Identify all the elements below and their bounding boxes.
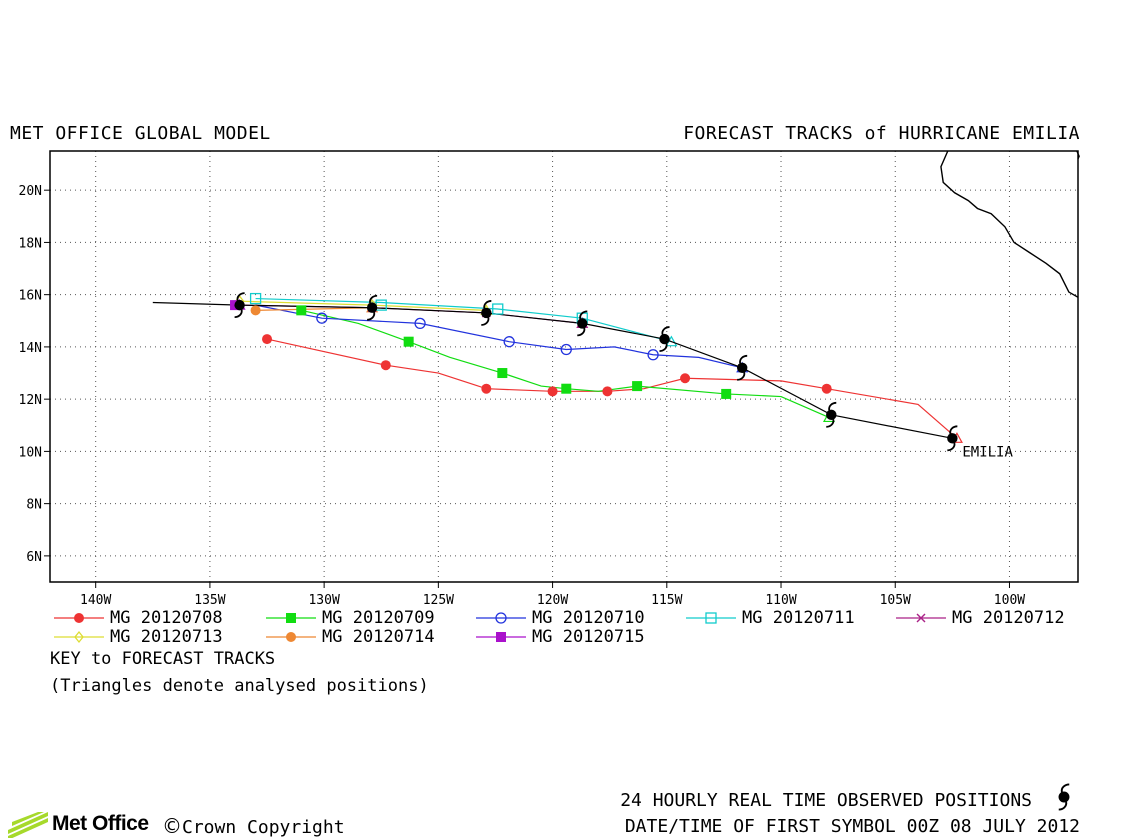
forecast-marker <box>721 388 732 399</box>
key-note: (Triangles denote analysed positions) <box>50 676 429 696</box>
forecast-marker <box>403 336 414 347</box>
copyright-text: Crown Copyright <box>182 817 345 838</box>
forecast-marker <box>547 386 558 397</box>
forecast-track-line <box>255 297 672 343</box>
lon-tick-label: 100W <box>994 593 1025 608</box>
met-office-logo-icon <box>8 812 48 838</box>
hurricane-symbol-icon <box>947 425 958 452</box>
lat-tick-label: 8N <box>26 498 42 513</box>
forecast-marker <box>647 349 659 361</box>
lat-tick-label: 6N <box>26 550 42 565</box>
lon-tick-label: 110W <box>765 593 796 608</box>
legend-label: MG 20120715 <box>532 627 645 647</box>
legend-marker <box>74 630 84 644</box>
forecast-marker <box>380 360 391 371</box>
lat-tick-label: 10N <box>19 445 42 460</box>
legend-label: MG 20120711 <box>742 608 855 628</box>
mexico-coastline <box>940 150 1079 298</box>
lon-tick-label: 120W <box>537 593 568 608</box>
forecast-marker <box>497 368 508 379</box>
forecast-marker <box>680 373 691 384</box>
copyright-icon: © <box>162 814 182 838</box>
forecast-marker <box>602 386 613 397</box>
forecast-marker <box>561 383 572 394</box>
lat-tick-label: 14N <box>19 341 42 356</box>
forecast-track-line <box>255 304 743 369</box>
lat-tick-label: 20N <box>19 184 42 199</box>
forecast-marker <box>481 383 492 394</box>
legend-marker <box>705 612 717 624</box>
model-title: MET OFFICE GLOBAL MODEL <box>10 123 271 144</box>
lon-tick-label: 130W <box>308 593 339 608</box>
forecast-tracks <box>233 297 963 443</box>
lon-tick-label: 105W <box>880 593 911 608</box>
forecast-marker <box>249 292 262 305</box>
legend-label: MG 20120714 <box>322 627 435 647</box>
coastline <box>940 150 1080 298</box>
hurricane-symbol-icon <box>234 292 245 319</box>
forecast-marker <box>821 383 832 394</box>
met-office-wordmark: Met Office <box>52 812 149 835</box>
map-frame <box>49 150 1079 583</box>
legend-marker <box>916 613 926 623</box>
forecast-track-line <box>255 307 373 311</box>
lon-tick-label: 125W <box>423 593 454 608</box>
lat-tick-label: 16N <box>19 289 42 304</box>
lat-lon-grid <box>50 151 1078 582</box>
forecast-markers <box>230 292 832 399</box>
lon-tick-label: 115W <box>651 593 682 608</box>
legend-label: MG 20120713 <box>110 627 223 647</box>
storm-symbols <box>234 292 958 452</box>
forecast-track-map: 140W 135W 130W 125W 120W 115W 110W 105W 100W 6N 8N… <box>19 150 1080 608</box>
forecast-marker <box>560 343 572 356</box>
legend-marker <box>286 632 296 642</box>
storm-name-label: EMILIA <box>962 444 1013 460</box>
legend-marker <box>286 613 296 623</box>
forecast-marker <box>316 312 328 324</box>
forecast-marker <box>492 303 504 315</box>
hurricane-symbol-icon <box>826 401 837 428</box>
forecast-marker <box>632 381 643 392</box>
lat-tick-label: 12N <box>19 393 42 408</box>
first-symbol-datetime: DATE/TIME OF FIRST SYMBOL 00Z 08 JULY 20… <box>624 816 1080 837</box>
hurricane-symbol-icon <box>481 300 492 326</box>
observed-positions-note: 24 HOURLY REAL TIME OBSERVED POSITIONS <box>620 790 1032 811</box>
forecast-marker <box>296 305 307 316</box>
hurricane-symbol-icon <box>736 354 748 381</box>
lat-tick-label: 18N <box>19 236 42 251</box>
lon-tick-label: 140W <box>80 593 111 608</box>
copyright-notice: ©Crown Copyright <box>162 814 345 838</box>
chart-title: FORECAST TRACKS of HURRICANE EMILIA <box>683 123 1080 144</box>
legend-label: MG 20120712 <box>952 608 1065 628</box>
key-title: KEY to FORECAST TRACKS <box>50 649 276 669</box>
forecast-track-line <box>239 304 583 324</box>
hurricane-symbol-icon <box>577 310 588 337</box>
hurricane-symbol-icon <box>659 326 670 352</box>
legend-marker <box>74 613 84 623</box>
lon-tick-label: 135W <box>194 593 225 608</box>
forecast-marker <box>262 334 273 345</box>
legend-label: MG 20120710 <box>532 608 645 628</box>
forecast-track-line <box>266 338 958 439</box>
hurricane-symbol-icon <box>1058 783 1070 811</box>
legend-marker <box>495 612 507 624</box>
forecast-marker <box>414 317 426 330</box>
axis-labels: 140W 135W 130W 125W 120W 115W 110W 105W 100W 6N 8N… <box>19 184 1026 608</box>
legend-label: MG 20120709 <box>322 608 435 628</box>
legend-label: MG 20120708 <box>110 608 223 628</box>
forecast-marker <box>503 336 515 348</box>
forecast-marker <box>250 305 261 316</box>
legend-marker <box>496 632 506 642</box>
hurricane-symbol-icon <box>1058 783 1070 811</box>
hurricane-symbol-icon <box>366 294 378 321</box>
